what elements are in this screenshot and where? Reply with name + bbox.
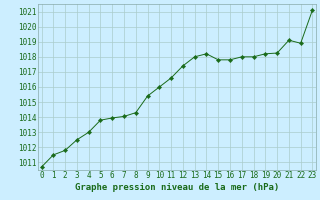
X-axis label: Graphe pression niveau de la mer (hPa): Graphe pression niveau de la mer (hPa)	[75, 183, 279, 192]
